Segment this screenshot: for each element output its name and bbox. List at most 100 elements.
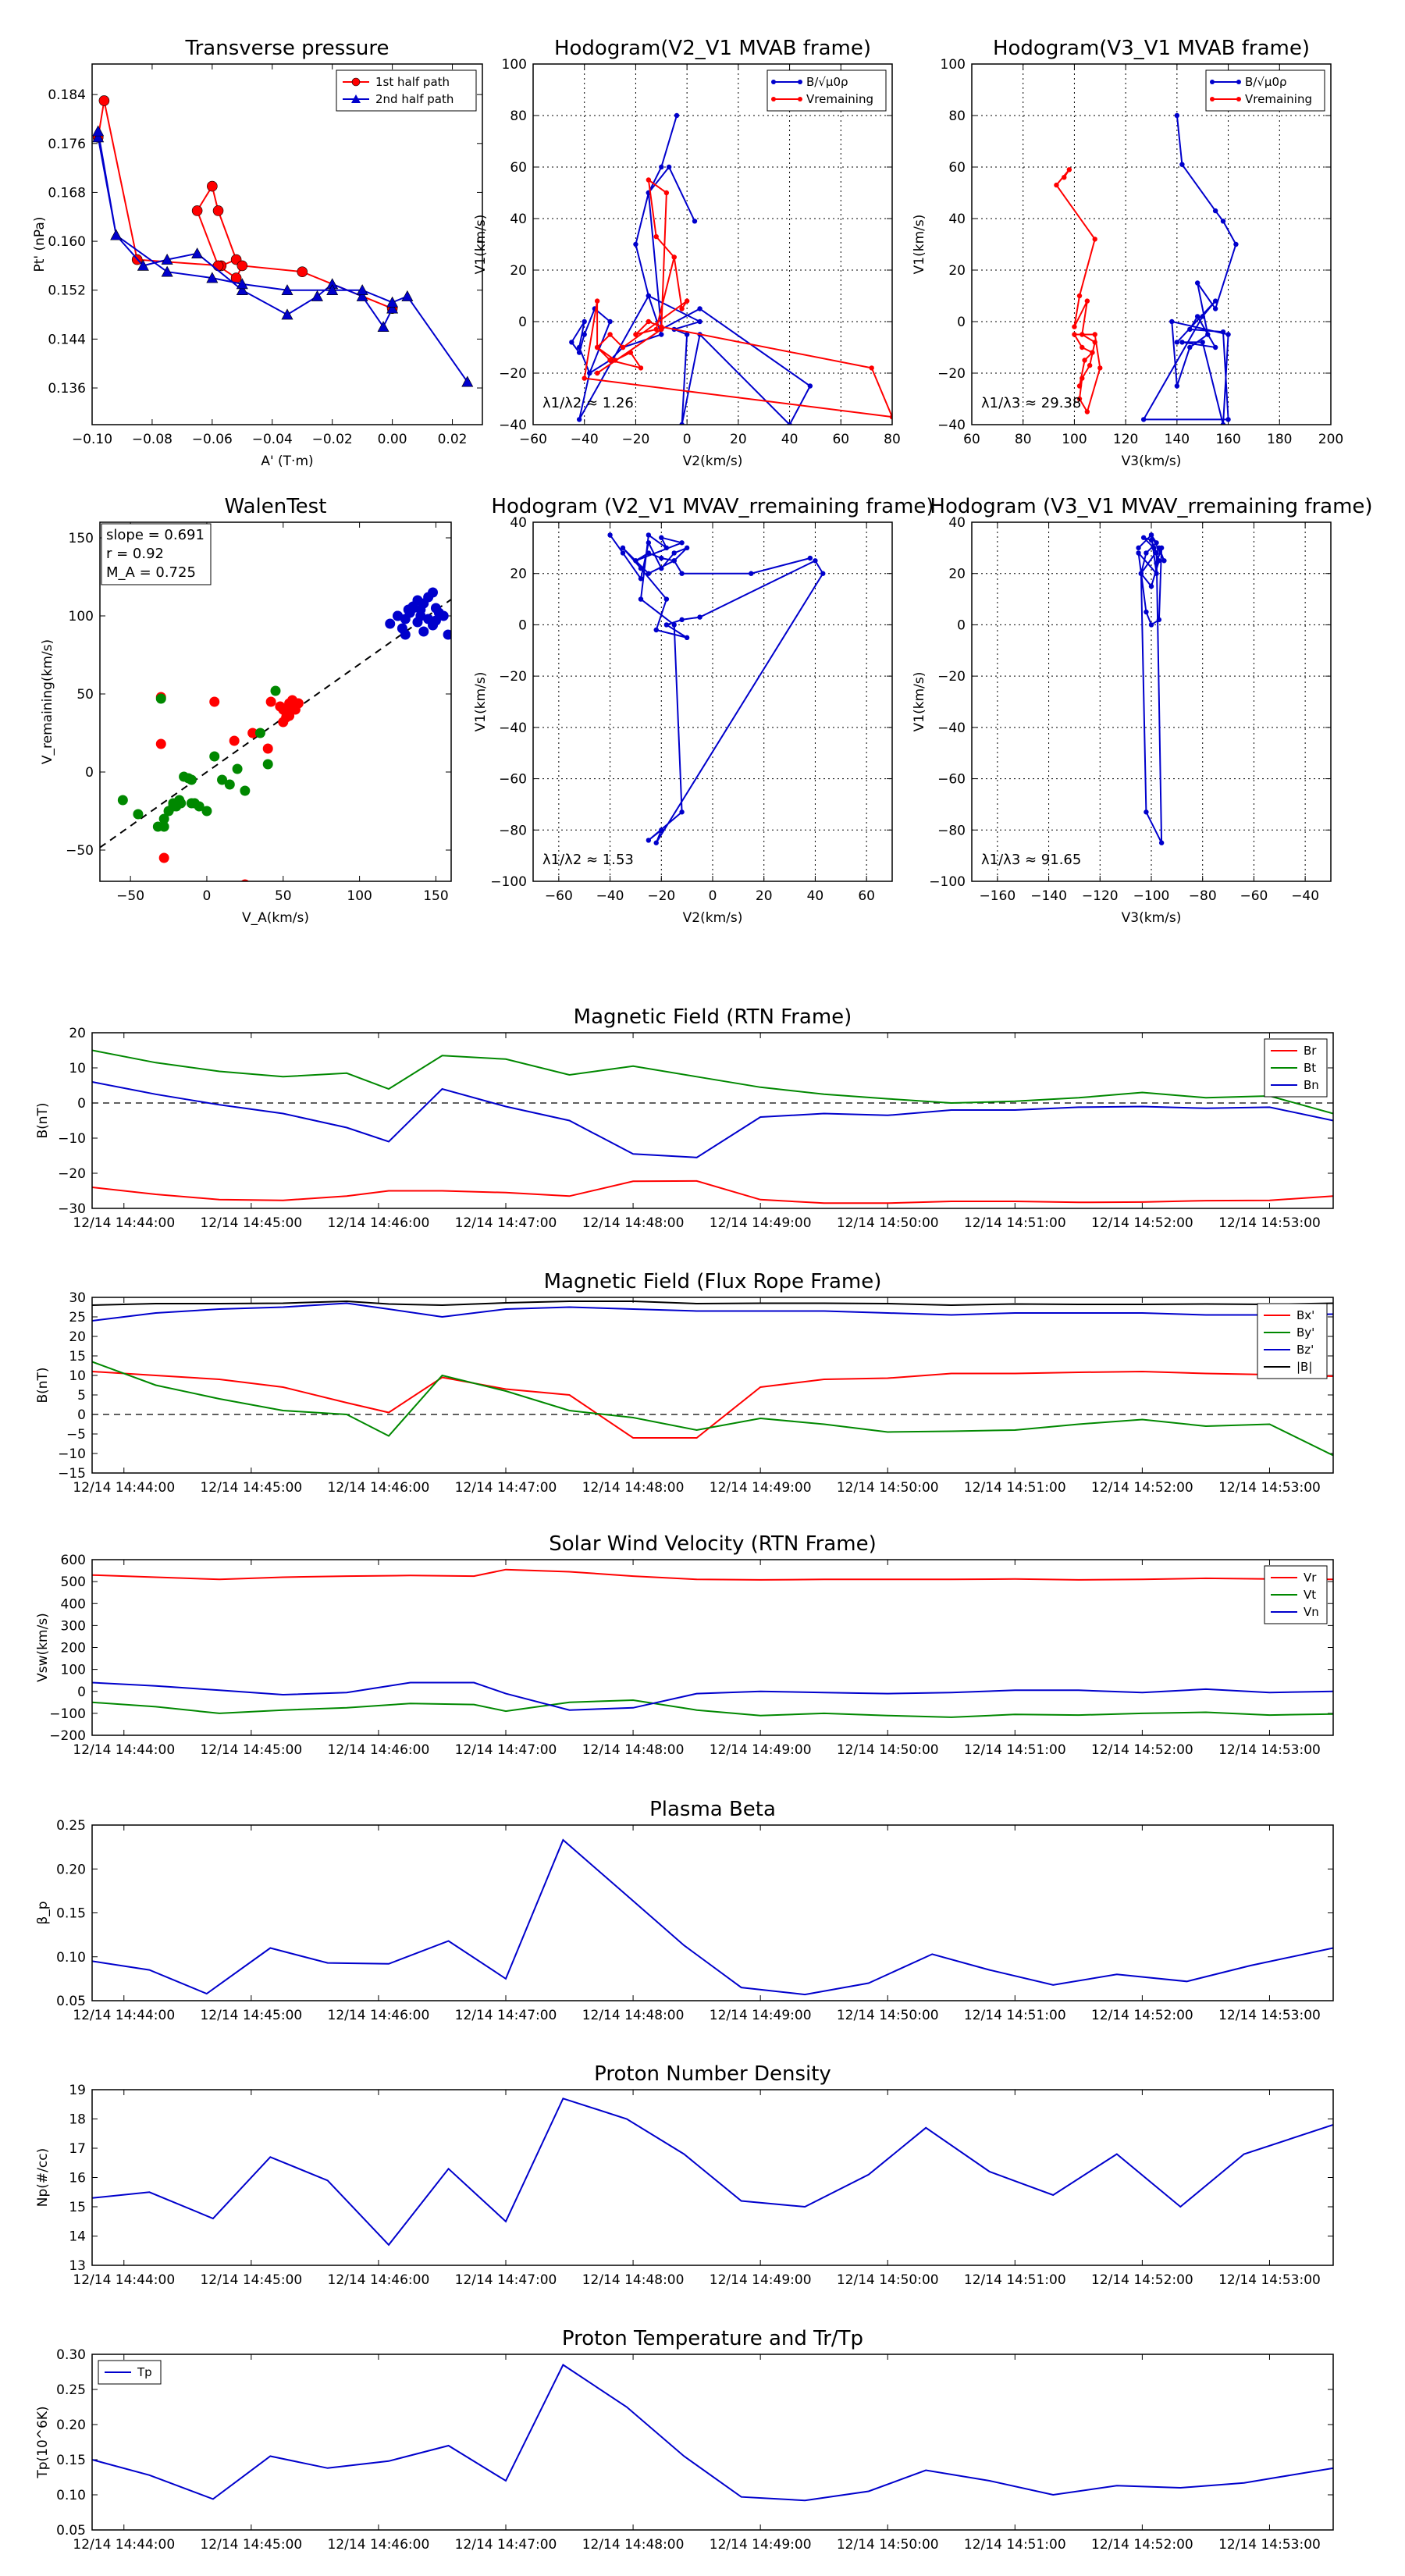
data-point: [620, 545, 626, 551]
x-tick-label: 0.02: [438, 432, 468, 447]
data-point: [607, 358, 613, 363]
fit-line: [100, 599, 451, 849]
data-point: [646, 318, 652, 325]
x-tick-label: 12/14 14:50:00: [837, 2008, 939, 2023]
data-point: [869, 365, 874, 371]
data-point: [646, 540, 652, 546]
data-point: [807, 383, 813, 389]
data-point: [659, 827, 664, 833]
data-point: [1174, 340, 1180, 345]
y-tick-label: 20: [948, 263, 966, 279]
x-tick-label: 12/14 14:47:00: [455, 2272, 557, 2288]
y-tick-label: 0.168: [48, 185, 86, 201]
data-point: [646, 177, 652, 183]
x-tick-label: −80: [1189, 888, 1217, 904]
data-point: [237, 260, 248, 272]
x-tick-label: 12/14 14:47:00: [455, 1742, 557, 1758]
y-tick-label: 16: [69, 2171, 86, 2186]
data-point: [807, 555, 813, 561]
x-tick-label: 12/14 14:44:00: [73, 2272, 175, 2288]
data-point: [1174, 383, 1180, 389]
legend-marker: [771, 80, 776, 84]
series-line-vr: [92, 1568, 1333, 1581]
data-point: [1076, 396, 1083, 402]
legend-label: Bt: [1304, 1061, 1316, 1075]
data-point: [1158, 840, 1165, 845]
data-point: [653, 233, 659, 240]
data-point: [393, 610, 404, 621]
x-tick-label: 12/14 14:49:00: [710, 2008, 812, 2023]
x-tick-label: 12/14 14:44:00: [73, 1480, 175, 1496]
y-tick-label: 15: [69, 1349, 86, 1364]
x-tick-label: 12/14 14:53:00: [1218, 2008, 1321, 2023]
data-point: [638, 565, 644, 571]
x-tick-label: 160: [1215, 432, 1240, 447]
chart-title: WalenTest: [225, 495, 327, 518]
data-point: [386, 296, 399, 308]
y-tick-label: −50: [66, 843, 94, 859]
y-tick-label: 0.15: [56, 2453, 86, 2468]
data-point: [638, 576, 644, 582]
x-tick-label: 12/14 14:50:00: [837, 1480, 939, 1496]
data-point: [1082, 358, 1087, 363]
data-point: [587, 370, 592, 376]
legend-label: Bz': [1297, 1343, 1314, 1357]
y-tick-label: −60: [499, 772, 527, 788]
x-tick-label: 12/14 14:50:00: [837, 2537, 939, 2553]
x-tick-label: 12/14 14:49:00: [710, 1742, 812, 1758]
hodogram-v2v1-mvab-chart: −60 −40 −20 0 20 40 60 80−40−20020406080100Hodo…: [473, 37, 901, 469]
y-tick-label: 60: [510, 160, 527, 176]
x-tick-label: 12/14 14:45:00: [200, 2537, 302, 2553]
data-point: [1220, 219, 1226, 224]
data-point: [1187, 344, 1193, 350]
data-point: [1092, 237, 1097, 242]
data-point: [1072, 332, 1077, 337]
data-point: [1225, 332, 1231, 337]
x-tick-label: 12/14 14:53:00: [1218, 1215, 1321, 1231]
x-tick-label: 12/14 14:49:00: [710, 2537, 812, 2553]
hodogram-v3v1-mvav-chart: −160 −140 −120 −100 −80 −60 −40 −100 −80 −60 −40 −2…: [912, 495, 1373, 926]
plot-frame: [91, 1032, 1334, 1209]
data-point: [377, 321, 389, 333]
x-tick-label: 12/14 14:48:00: [582, 1480, 685, 1496]
y-tick-label: 0: [957, 617, 966, 633]
data-point: [1220, 329, 1226, 335]
data-point: [278, 717, 289, 728]
x-tick-label: 12/14 14:46:00: [328, 2008, 430, 2023]
x-tick-label: 180: [1267, 432, 1292, 447]
y-axis-label: V_remaining(km/s): [40, 639, 55, 764]
x-tick-label: 12/14 14:44:00: [73, 2008, 175, 2023]
x-tick-label: 12/14 14:51:00: [964, 1480, 1066, 1496]
data-point: [684, 332, 690, 337]
data-point: [161, 265, 173, 277]
x-tick-label: 12/14 14:46:00: [328, 2537, 430, 2553]
data-point: [1072, 324, 1077, 329]
x-tick-label: −60: [1240, 888, 1268, 904]
ratio-annotation: λ1/λ2 ≈ 1.53: [542, 852, 634, 868]
data-point: [191, 247, 204, 259]
data-point: [633, 332, 638, 337]
data-point: [418, 626, 429, 637]
hodogram-v2v1-mvav-chart: −60 −40 −20 0 20 40 60−100−80−60−40−2002040Hod…: [473, 495, 934, 926]
legend-marker: [798, 97, 802, 101]
stats-box-frame: [101, 523, 212, 585]
legend-label: Vremaining: [1245, 92, 1312, 106]
data-point: [262, 759, 273, 770]
legend-label: 1st half path: [375, 75, 450, 89]
y-tick-label: 0.136: [48, 381, 86, 397]
plot-area: [92, 1568, 1333, 1718]
data-point: [1148, 532, 1154, 538]
plot-frame: [91, 1559, 1334, 1736]
x-tick-label: −0.06: [192, 432, 233, 447]
data-point: [293, 698, 304, 709]
y-tick-label: 0.176: [48, 137, 86, 152]
chart-title: Magnetic Field (RTN Frame): [574, 1005, 852, 1029]
plasma-beta-chart: 12/14 14:44:00 12/14 14:45:00 12/14 14:46:…: [35, 1798, 1334, 2023]
data-point: [461, 375, 474, 387]
x-tick-label: 12/14 14:53:00: [1218, 1742, 1321, 1758]
data-point: [110, 229, 123, 240]
y-tick-label: 18: [69, 2112, 86, 2128]
x-tick-label: 200: [1318, 432, 1343, 447]
x-axis-label: V2(km/s): [683, 910, 743, 926]
data-point: [663, 545, 670, 551]
